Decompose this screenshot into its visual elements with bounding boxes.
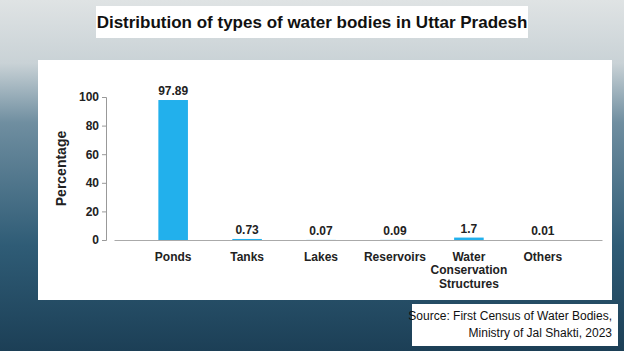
y-tick-label: 60	[86, 148, 100, 162]
background	[0, 0, 624, 351]
x-tick-label: Lakes	[304, 250, 338, 264]
chart: Distribution of types of water bodies in…	[0, 0, 624, 351]
y-tick: 0	[92, 233, 106, 247]
source-line: Source: First Census of Water Bodies,	[408, 309, 612, 323]
title-box	[96, 6, 528, 38]
x-tick: Tanks	[230, 240, 264, 264]
y-tick-label: 40	[86, 176, 100, 190]
data-label: 1.7	[461, 222, 478, 236]
y-tick: 100	[79, 90, 106, 104]
y-tick: 40	[86, 176, 106, 190]
y-tick: 60	[86, 148, 106, 162]
data-label: 97.89	[158, 84, 188, 98]
y-tick-label: 80	[86, 119, 100, 133]
y-tick-mark	[102, 126, 106, 127]
y-tick: 20	[86, 205, 106, 219]
x-tick: Ponds	[155, 240, 192, 264]
x-axis-line	[115, 240, 603, 241]
bar	[528, 239, 558, 240]
title: Distribution of types of water bodies in…	[97, 13, 528, 32]
y-tick-label: 100	[79, 90, 99, 104]
y-tick-mark	[102, 97, 106, 98]
x-tick-label: Ponds	[155, 250, 192, 264]
x-tick: WaterConservationStructures	[431, 240, 508, 291]
x-tick: Reservoirs	[364, 240, 426, 264]
y-axis-title: Percentage	[53, 131, 69, 207]
x-tick-label-line: Conservation	[431, 263, 508, 277]
x-tick: Others	[524, 240, 563, 264]
bar	[454, 238, 484, 240]
y-tick-mark	[102, 154, 106, 155]
data-label: 0.01	[531, 224, 555, 238]
y-tick-mark	[102, 211, 106, 212]
bar	[306, 239, 336, 240]
data-labels: 97.89 0.73 0.07 0.09 1.7 0.01	[158, 84, 555, 238]
data-label: 0.73	[235, 223, 259, 237]
bar	[380, 239, 410, 240]
bars	[158, 100, 557, 240]
bar	[158, 100, 188, 240]
x-tick-label-line: Structures	[439, 277, 499, 291]
x-tick-label: WaterConservationStructures	[431, 250, 508, 292]
y-axis-line	[102, 98, 107, 241]
x-axis: Ponds Tanks Lakes Reservoirs WaterConservati…	[115, 240, 603, 291]
x-tick-label: Others	[524, 250, 563, 264]
source: Source: First Census of Water Bodies, Min…	[408, 309, 612, 340]
data-label: 0.09	[383, 224, 407, 238]
bar	[232, 239, 262, 240]
x-tick: Lakes	[304, 240, 338, 264]
y-axis: 0 20 40 60 80 100	[79, 90, 107, 247]
x-tick-label: Reservoirs	[364, 250, 426, 264]
plot-panel	[38, 60, 612, 300]
source-line: Ministry of Jal Shakti, 2023	[469, 326, 613, 340]
y-tick-label: 20	[86, 205, 100, 219]
y-tick-mark	[102, 183, 106, 184]
data-label: 0.07	[309, 224, 333, 238]
y-tick-mark	[102, 240, 106, 241]
y-tick: 80	[86, 119, 106, 133]
y-tick-label: 0	[92, 233, 99, 247]
x-tick-label: Tanks	[230, 250, 264, 264]
x-tick-label-line: Water	[452, 250, 485, 264]
